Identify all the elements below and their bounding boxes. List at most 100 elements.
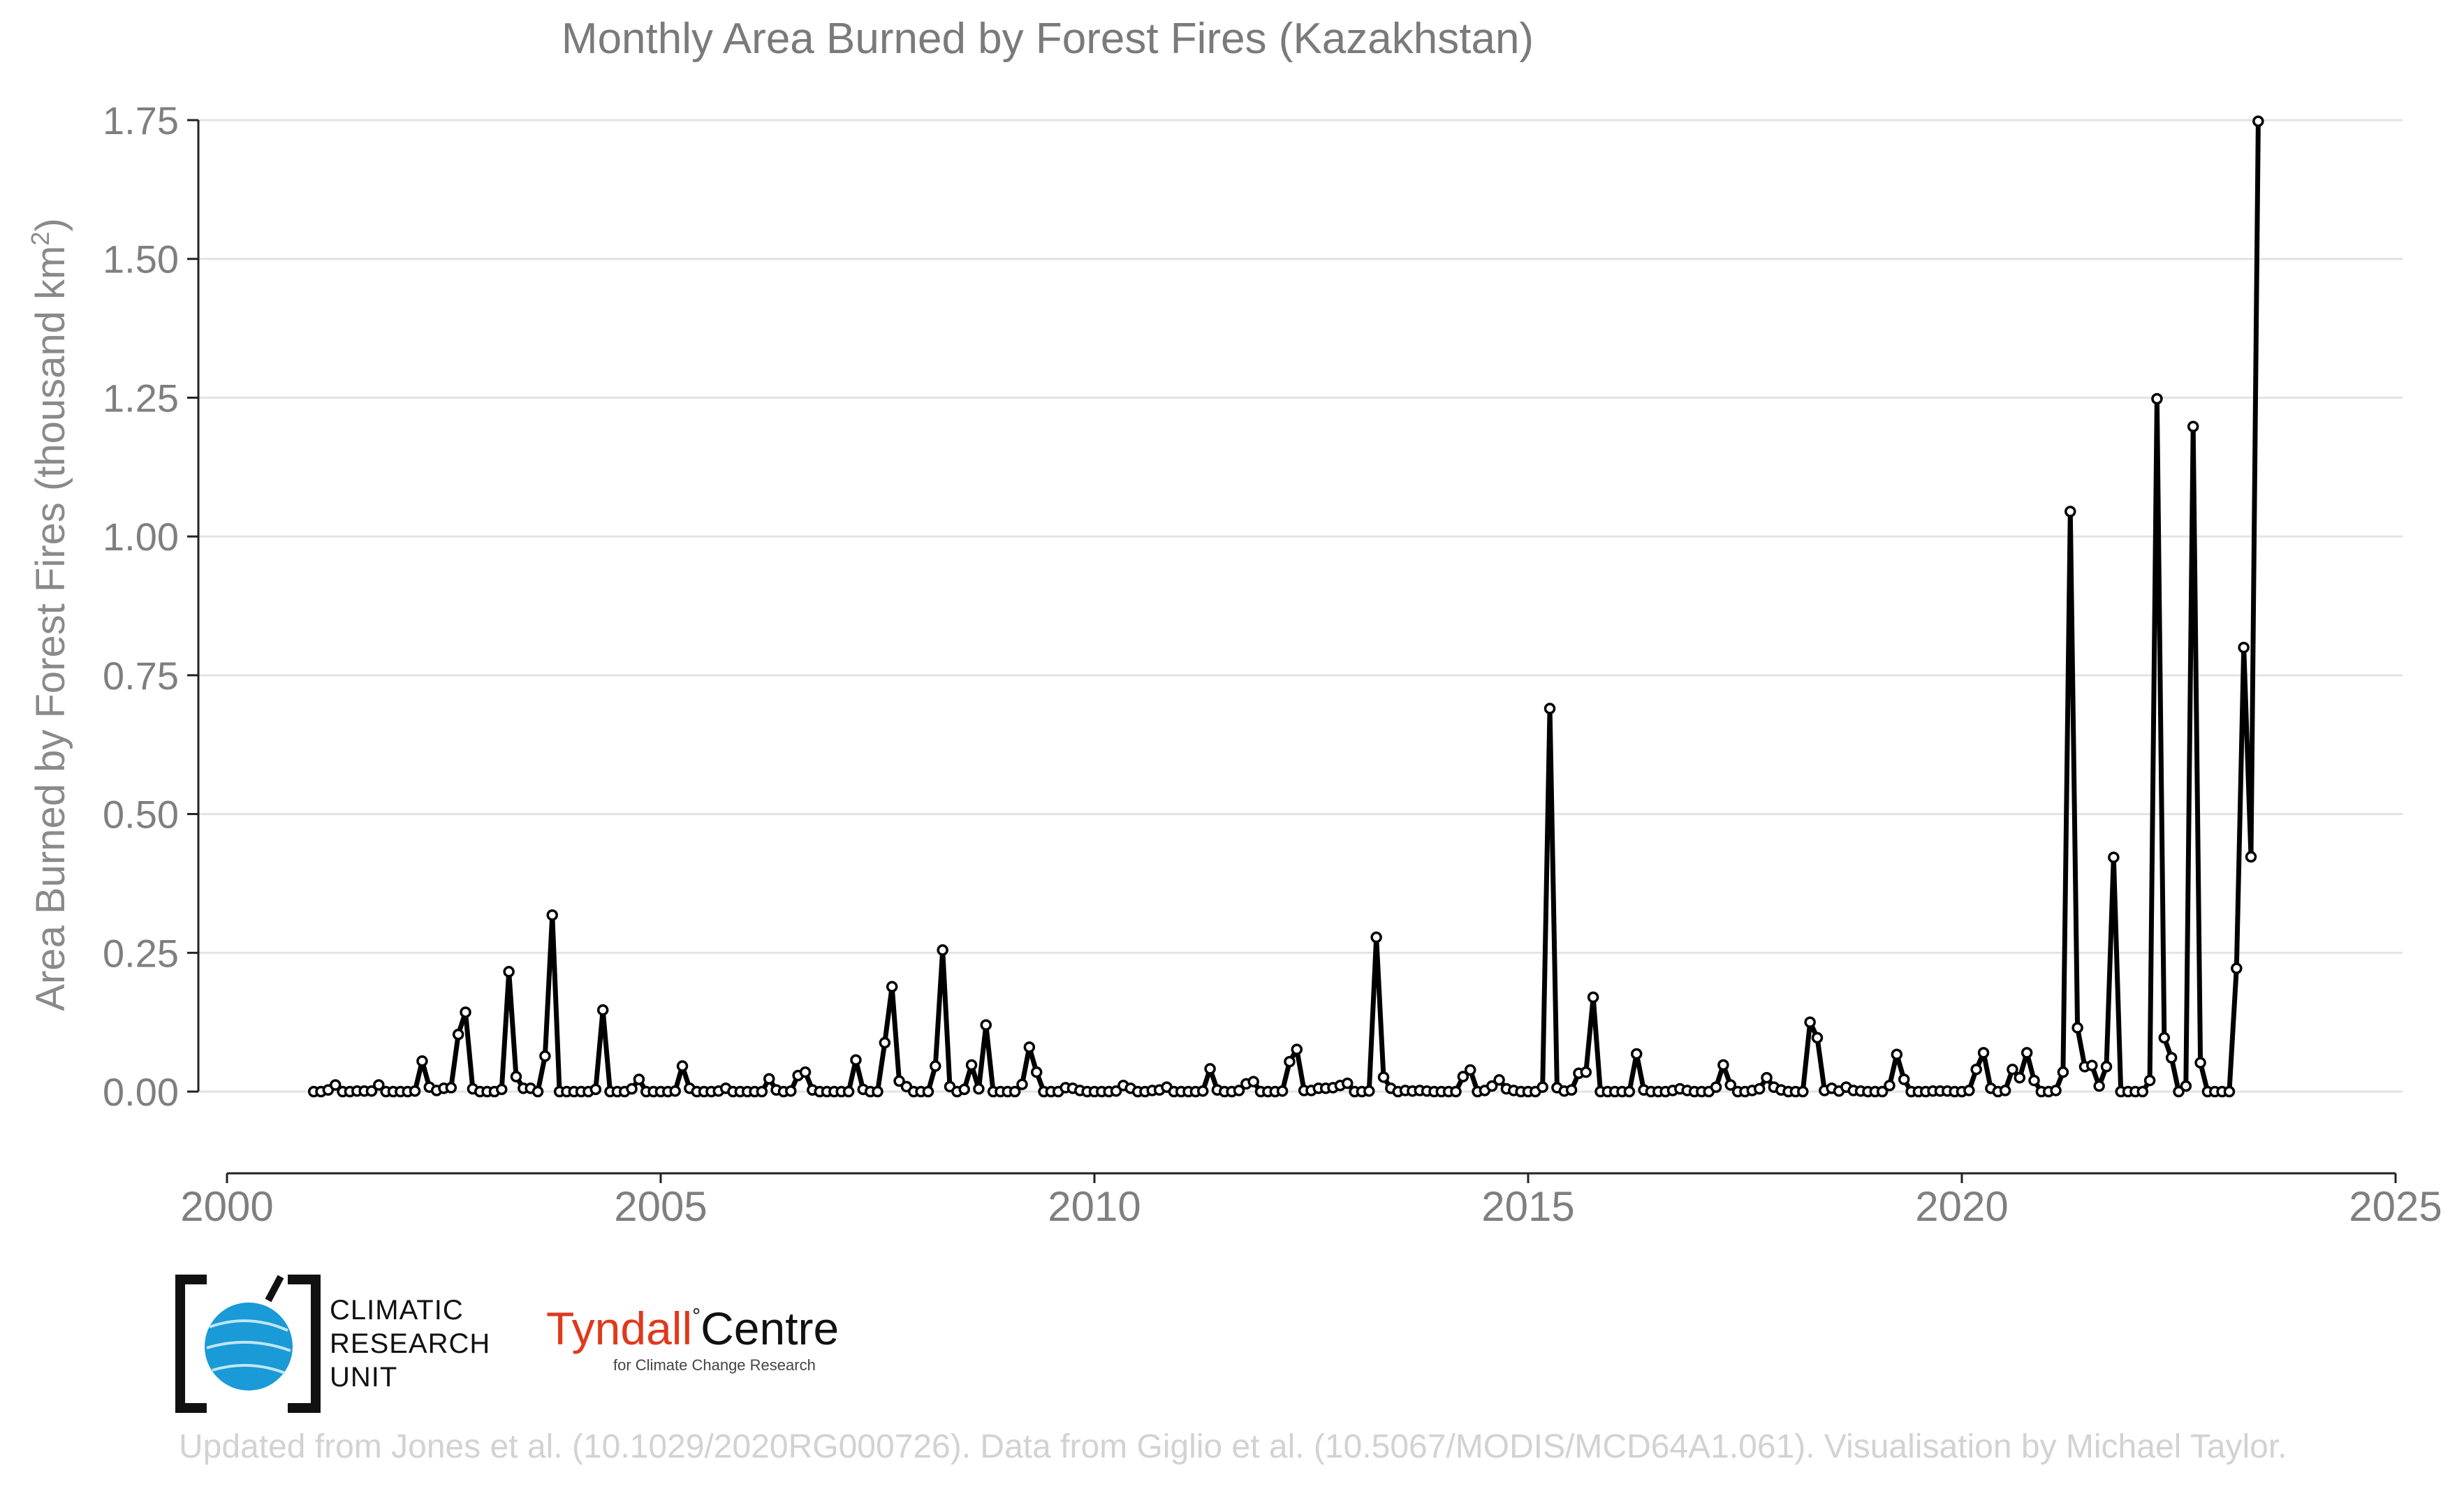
chart-title: Monthly Area Burned by Forest Fires (Kaz… (562, 15, 1534, 63)
data-point (1110, 1085, 1122, 1097)
y-tick-label: 1.50 (103, 237, 179, 281)
data-point (1030, 1066, 1043, 1078)
data-point (1284, 1055, 1296, 1068)
data-point (1537, 1081, 1548, 1093)
data-point (365, 1085, 378, 1097)
data-point (1587, 991, 1599, 1004)
data-point (756, 1085, 768, 1098)
data-point (958, 1083, 970, 1096)
data-point (546, 909, 558, 921)
data-point (1493, 1074, 1505, 1086)
data-point (1276, 1085, 1289, 1097)
data-point (1363, 1085, 1375, 1097)
data-point (886, 981, 898, 993)
data-point (2136, 1085, 2148, 1098)
data-point (510, 1071, 522, 1083)
data-point (1233, 1085, 1245, 1096)
y-tick-label: 0.50 (103, 793, 179, 837)
y-tick-label: 1.75 (103, 98, 179, 142)
data-point (980, 1019, 992, 1031)
data-point (2108, 851, 2120, 863)
cru-logo (175, 1275, 321, 1413)
x-tick-label: 2015 (1481, 1183, 1574, 1230)
data-point (2093, 1080, 2105, 1092)
data-point (1999, 1085, 2011, 1096)
y-axis-label: Area Burned by Forest Fires (thousand km… (26, 218, 73, 1011)
cru-line-2: RESEARCH (330, 1328, 491, 1359)
tyndall-subtitle: for Climate Change Research (613, 1356, 816, 1374)
data-point (1797, 1085, 1809, 1098)
data-point (1543, 703, 1556, 714)
cru-logo-text: CLIMATIC RESEARCH UNIT (330, 1293, 490, 1394)
data-point (1197, 1085, 1209, 1097)
data-point (2245, 851, 2257, 863)
data-point (1623, 1085, 1636, 1098)
tyndall-degree: ° (692, 1305, 701, 1328)
data-point (850, 1054, 862, 1066)
data-point (2071, 1022, 2083, 1034)
data-point (1247, 1076, 1259, 1087)
y-axis-label-end: ) (28, 218, 73, 231)
data-point (1023, 1041, 1036, 1053)
data-point (2028, 1074, 2040, 1087)
data-point (1450, 1085, 1462, 1098)
data-point (416, 1055, 428, 1067)
data-point (785, 1085, 797, 1097)
footer-credits: Updated from Jones et al. (10.1029/2020R… (179, 1428, 2287, 1465)
data-point (893, 1075, 905, 1087)
data-point (2165, 1052, 2178, 1064)
series-points (307, 115, 2264, 1098)
y-axis-label-main: Area Burned by Forest Fires (thousand km (28, 246, 73, 1011)
data-point (2173, 1085, 2185, 1098)
data-point (1753, 1083, 1766, 1095)
data-point (2050, 1085, 2062, 1096)
data-point (1811, 1032, 1824, 1044)
x-tick-label: 2020 (1915, 1183, 2008, 1230)
y-tick-label: 0.25 (103, 931, 179, 975)
cru-line-1: CLIMATIC (330, 1295, 464, 1326)
series-line (314, 121, 2261, 1094)
data-point (409, 1085, 421, 1097)
data-point (1970, 1063, 1982, 1076)
cru-line-3: UNIT (330, 1362, 398, 1393)
data-point (330, 1079, 342, 1091)
data-point (2252, 115, 2264, 127)
centre-word: Centre (701, 1303, 839, 1354)
data-point (1377, 1071, 1390, 1083)
data-point (596, 1004, 609, 1016)
x-tick-label: 2005 (614, 1183, 707, 1230)
data-point (2238, 641, 2250, 654)
data-point (460, 1006, 471, 1018)
x-tick-label: 2010 (1048, 1183, 1141, 1230)
data-point (937, 944, 948, 956)
data-point (1009, 1085, 1021, 1098)
y-tick-label: 0.00 (103, 1070, 179, 1114)
data-point (531, 1085, 544, 1098)
y-axis-label-superscript: 2 (26, 232, 54, 246)
cru-bracket-right (288, 1275, 321, 1413)
data-point (589, 1083, 602, 1096)
x-tick-labels: 2000 2005 2010 2015 2020 2025 (180, 1173, 2442, 1230)
data-point (842, 1085, 855, 1098)
data-point (539, 1050, 551, 1062)
cru-bracket-left (175, 1275, 207, 1413)
data-point (2180, 1080, 2192, 1092)
globe-lines-icon (206, 1319, 291, 1374)
data-point (1884, 1080, 1895, 1092)
data-point (763, 1073, 775, 1085)
data-point (2007, 1063, 2018, 1076)
data-point (2057, 1066, 2069, 1078)
data-point (872, 1085, 883, 1098)
data-point (799, 1066, 812, 1078)
data-point (1457, 1071, 1469, 1083)
data-point (2187, 420, 2199, 433)
data-point (1565, 1084, 1578, 1096)
data-point (1342, 1077, 1354, 1090)
data-point (1486, 1080, 1498, 1092)
data-point (2065, 506, 2076, 518)
data-point (922, 1085, 934, 1098)
data-point (1291, 1043, 1303, 1055)
data-point (1898, 1073, 1910, 1085)
data-point (1370, 931, 1382, 944)
data-point (1977, 1047, 1990, 1059)
